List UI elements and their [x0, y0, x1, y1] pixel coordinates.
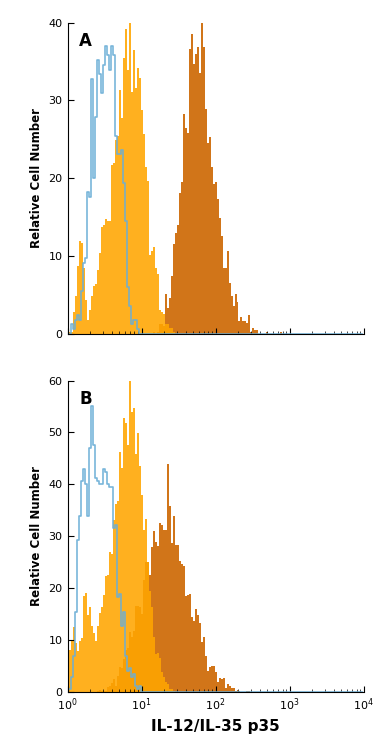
X-axis label: IL-12/IL-35 p35: IL-12/IL-35 p35	[151, 719, 280, 734]
Text: A: A	[80, 32, 92, 50]
Y-axis label: Relative Cell Number: Relative Cell Number	[30, 466, 43, 606]
Text: B: B	[80, 390, 92, 408]
Y-axis label: Relative Cell Number: Relative Cell Number	[30, 108, 43, 248]
